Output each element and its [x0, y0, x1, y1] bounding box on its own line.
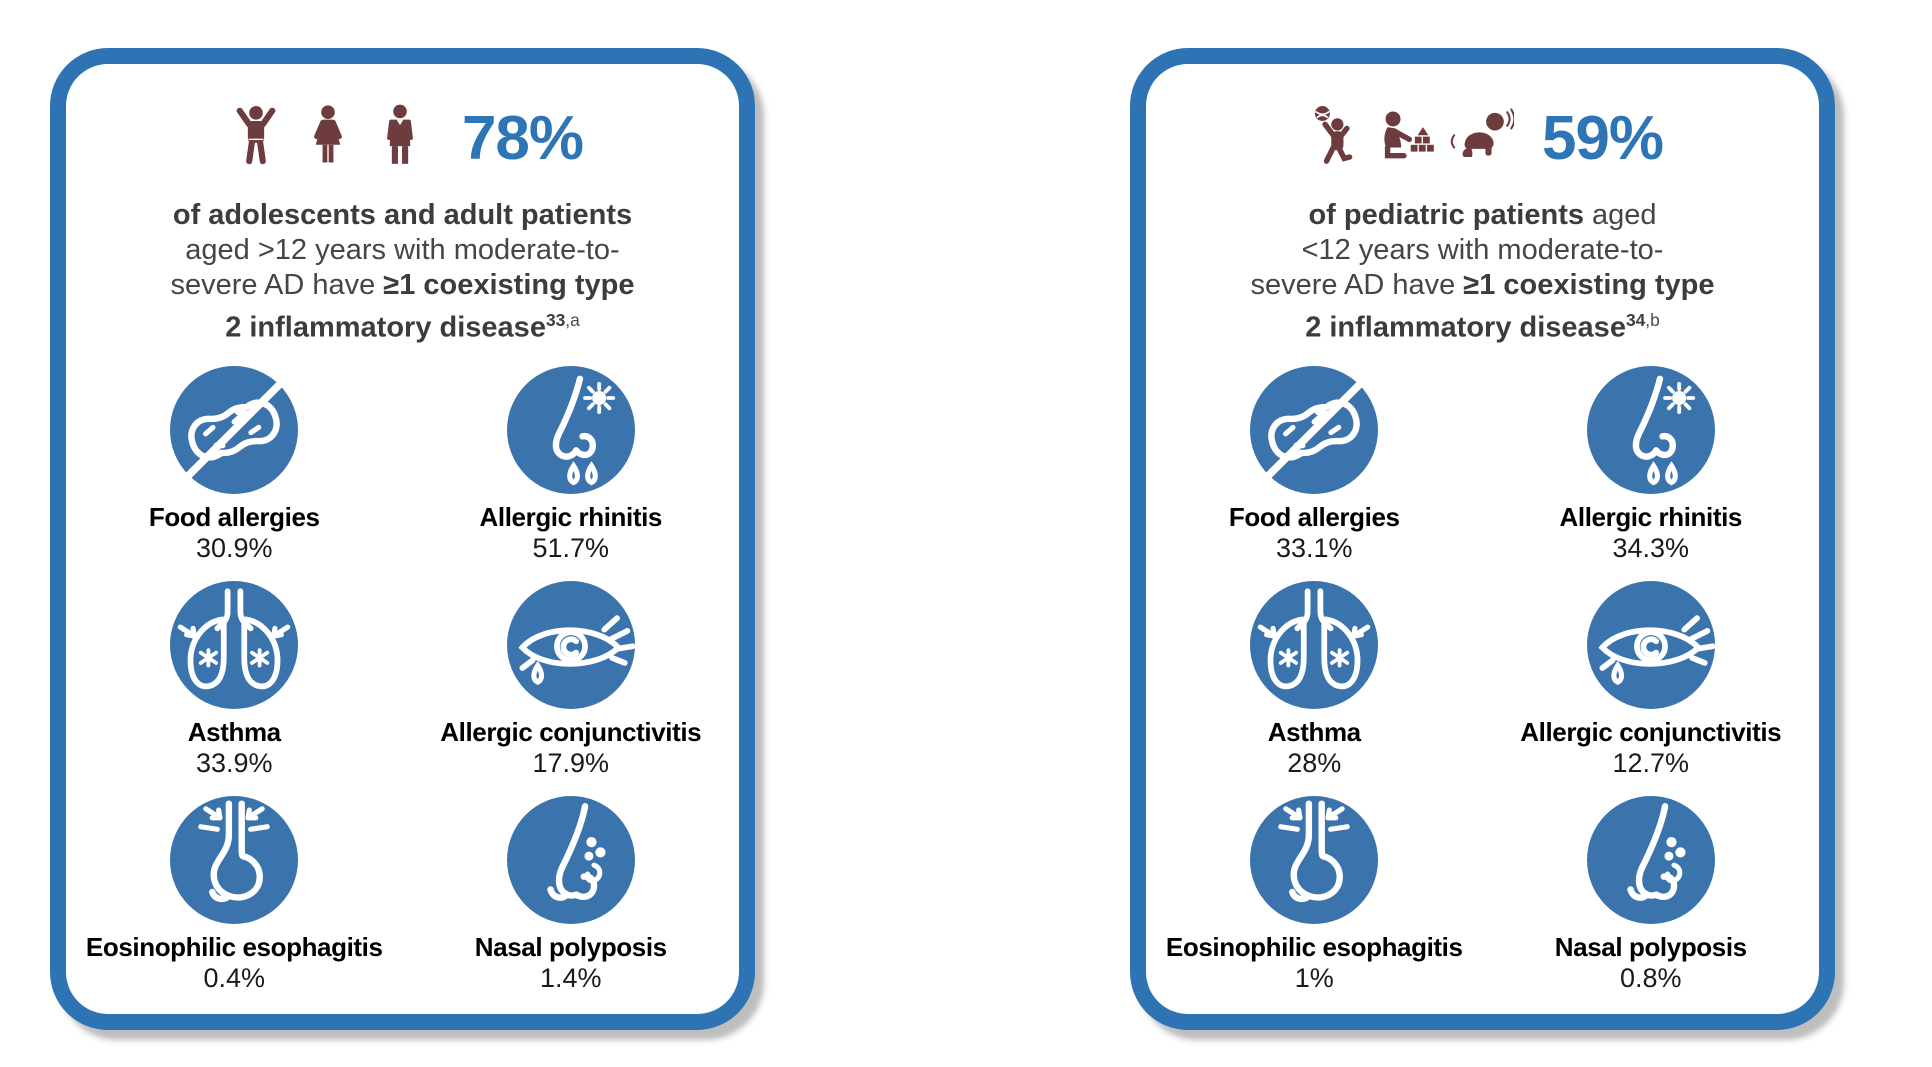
condition-value: 0.4% [203, 962, 266, 993]
condition-label: Food allergies [148, 501, 320, 532]
pediatric-panel-header: 59% [1146, 82, 1819, 194]
lungs-icon [1250, 581, 1378, 709]
condition-icon-circle [170, 365, 299, 494]
condition-value: 1% [1294, 962, 1334, 993]
condition-icon-circle [1586, 580, 1715, 709]
pediatric-intro-text: of pediatric patients aged <12 years wit… [1146, 198, 1819, 346]
pediatric-intro-line2: <12 years with moderate-to- [1301, 234, 1664, 266]
condition-value: 33.1% [1275, 532, 1353, 563]
condition-allergic-rhinitis: Allergic rhinitis 34.3% [1483, 365, 1820, 565]
nose-pollen-drops-icon [1587, 366, 1715, 494]
condition-icon-circle [1250, 580, 1379, 709]
condition-icon-circle [170, 580, 299, 709]
lungs-icon [170, 581, 298, 709]
man-in-suit-icon [366, 88, 434, 188]
condition-label: Allergic rhinitis [1559, 501, 1743, 532]
adults-panel: 78% of adolescents and adult patients ag… [50, 48, 755, 1030]
eye-tear-icon [1587, 581, 1715, 709]
adults-people-icons [222, 88, 434, 188]
woman-icon [294, 88, 362, 188]
adults-intro-line2: aged >12 years with moderate-to- [185, 234, 620, 266]
condition-value: 30.9% [195, 532, 273, 563]
adults-intro-line3-regular: severe AD have [170, 269, 376, 301]
esophagus-stomach-icon [170, 796, 298, 924]
esophagus-stomach-icon [1250, 796, 1378, 924]
adults-conditions-grid: Food allergies 30.9% Allergic rhinitis 5… [66, 365, 740, 995]
condition-nasal-polyposis: Nasal polyposis 0.8% [1483, 795, 1820, 995]
condition-allergic-conjunctivitis: Allergic conjunctivitis 12.7% [1483, 580, 1820, 780]
adults-ref-letter: ,a [565, 310, 580, 330]
condition-value: 34.3% [1612, 532, 1690, 563]
adults-intro-text: of adolescents and adult patients aged >… [66, 198, 739, 346]
pediatric-intro-line4-bold: 2 inflammatory disease [1305, 311, 1626, 344]
condition-allergic-conjunctivitis: Allergic conjunctivitis 17.9% [403, 580, 740, 780]
condition-icon-circle [1250, 365, 1379, 494]
peanut-crossed-icon [170, 366, 298, 494]
pediatric-ref-number: 34 [1625, 310, 1646, 330]
condition-label: Asthma [187, 716, 281, 747]
pediatric-intro-line3-bold: ≥1 coexisting type [1463, 269, 1715, 301]
condition-value: 17.9% [532, 747, 610, 778]
kneeling-child-blocks-icon [1374, 88, 1442, 188]
nose-pollen-drops-icon [507, 366, 635, 494]
condition-label: Nasal polyposis [1554, 931, 1747, 962]
condition-label: Food allergies [1228, 501, 1400, 532]
nose-polyps-icon [507, 796, 635, 924]
condition-label: Allergic conjunctivitis [1520, 716, 1782, 747]
pediatric-intro-line1-regular: aged [1583, 199, 1657, 231]
eye-tear-icon [507, 581, 635, 709]
adults-intro-line4-bold: 2 inflammatory disease [225, 311, 546, 344]
condition-icon-circle [1586, 795, 1715, 924]
adults-intro-line1-bold: of adolescents and adult patients [172, 199, 633, 231]
nose-polyps-icon [1587, 796, 1715, 924]
pediatric-intro-line3-regular: severe AD have [1250, 269, 1456, 301]
condition-value: 51.7% [532, 532, 610, 563]
child-arms-raised-icon [222, 88, 290, 188]
condition-label: Allergic conjunctivitis [440, 716, 702, 747]
adults-reference-superscript: 33,a [546, 310, 580, 330]
condition-label: Eosinophilic esophagitis [1165, 931, 1463, 962]
condition-icon-circle [506, 580, 635, 709]
condition-icon-circle [506, 795, 635, 924]
pediatric-ref-letter: ,b [1645, 310, 1660, 330]
condition-nasal-polyposis: Nasal polyposis 1.4% [403, 795, 740, 995]
condition-label: Asthma [1267, 716, 1361, 747]
pediatric-panel: 59% of pediatric patients aged <12 years… [1130, 48, 1835, 1030]
condition-icon-circle [1586, 365, 1715, 494]
condition-allergic-rhinitis: Allergic rhinitis 51.7% [403, 365, 740, 565]
adults-intro-line3-bold: ≥1 coexisting type [383, 269, 635, 301]
pediatric-intro-line1-bold: of pediatric patients [1308, 199, 1584, 231]
peanut-crossed-icon [1250, 366, 1378, 494]
pediatric-headline-percent: 59% [1541, 103, 1664, 173]
pediatric-conditions-grid: Food allergies 33.1% Allergic rhinitis 3… [1146, 365, 1820, 995]
adults-headline-percent: 78% [461, 103, 584, 173]
condition-eosinophilic-esophagitis: Eosinophilic esophagitis 0.4% [66, 795, 403, 995]
condition-icon-circle [506, 365, 635, 494]
pediatric-reference-superscript: 34,b [1626, 310, 1660, 330]
condition-value: 0.8% [1619, 962, 1682, 993]
condition-value: 1.4% [539, 962, 602, 993]
condition-label: Allergic rhinitis [479, 501, 663, 532]
condition-label: Nasal polyposis [474, 931, 667, 962]
pediatric-people-icons [1302, 88, 1514, 188]
adults-ref-number: 33 [545, 310, 566, 330]
child-with-ball-icon [1302, 88, 1370, 188]
condition-icon-circle [170, 795, 299, 924]
adults-panel-header: 78% [66, 82, 739, 194]
condition-icon-circle [1250, 795, 1379, 924]
condition-value: 12.7% [1612, 747, 1690, 778]
condition-label: Eosinophilic esophagitis [85, 931, 383, 962]
condition-asthma: Asthma 33.9% [66, 580, 403, 780]
condition-asthma: Asthma 28% [1146, 580, 1483, 780]
crawling-baby-icon [1446, 88, 1514, 188]
condition-value: 28% [1287, 747, 1342, 778]
condition-food-allergies: Food allergies 30.9% [66, 365, 403, 565]
condition-value: 33.9% [195, 747, 273, 778]
condition-eosinophilic-esophagitis: Eosinophilic esophagitis 1% [1146, 795, 1483, 995]
condition-food-allergies: Food allergies 33.1% [1146, 365, 1483, 565]
